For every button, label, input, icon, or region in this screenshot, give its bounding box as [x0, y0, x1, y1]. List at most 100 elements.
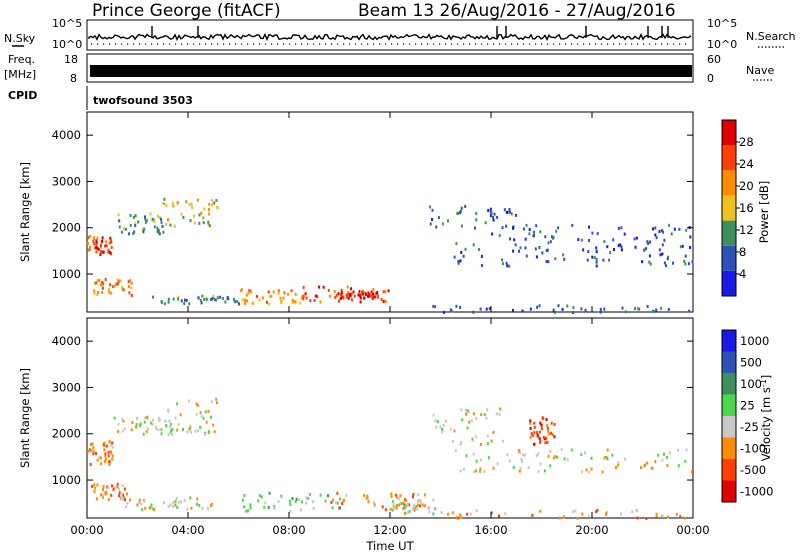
velocity-cell: [336, 491, 339, 495]
velocity-cell: [661, 514, 664, 518]
power-cell: [93, 236, 95, 240]
nsearch-dot: [367, 43, 369, 45]
velocity-cell: [570, 448, 573, 452]
nsearch-dot: [469, 43, 471, 45]
velocity-cell: [108, 440, 111, 444]
power-cell: [432, 304, 435, 308]
velocity-cell: [679, 515, 682, 519]
velocity-cell: [445, 419, 447, 423]
velocity-cell: [92, 446, 95, 450]
power-cell: [132, 215, 135, 219]
velocity-cell: [553, 423, 556, 426]
power-cell: [119, 279, 122, 283]
velocity-cell: [581, 470, 584, 474]
velocity-cell: [522, 453, 524, 457]
power-cell: [250, 290, 253, 294]
power-cell: [655, 308, 658, 312]
velocity-cell: [160, 428, 163, 432]
power-cell: [340, 293, 342, 297]
velocity-cell: [202, 416, 205, 420]
power-cell: [144, 220, 147, 224]
power-cell: [349, 294, 352, 298]
power-cell: [236, 300, 239, 304]
nsearch-dot: [433, 43, 435, 45]
power-cell: [459, 259, 462, 263]
velocity-cell: [479, 458, 482, 462]
velocity-cell: [196, 497, 199, 501]
power-cell: [382, 290, 385, 294]
velocity-cell: [110, 443, 113, 447]
power-cell: [167, 297, 170, 301]
power-cell: [182, 215, 185, 219]
velocity-cell: [188, 399, 191, 403]
velocity-cell: [104, 454, 107, 458]
power-cell: [595, 260, 598, 264]
velocity-cell: [195, 412, 198, 416]
power-cell: [525, 223, 528, 227]
velocity-cell: [540, 423, 543, 427]
velocity-cell: [485, 416, 488, 420]
nsearch-dot: [361, 43, 363, 45]
power-cell: [557, 304, 560, 308]
velocity-cell: [461, 418, 464, 422]
velocity-cell: [158, 418, 161, 421]
power-cell: [153, 225, 156, 229]
power-cell: [634, 307, 636, 311]
velocity-cell: [668, 451, 671, 455]
velocity-cell: [169, 430, 172, 434]
velocity-cell: [122, 497, 124, 501]
nsearch-dot: [355, 43, 357, 45]
velocity-cell: [249, 503, 252, 507]
power-cell: [660, 229, 663, 232]
velocity-cell: [135, 423, 138, 426]
power-cell: [216, 296, 219, 300]
velocity-cell: [143, 420, 146, 424]
nsearch-dot: [109, 43, 111, 45]
power-cell: [595, 246, 598, 250]
velocity-cell: [428, 510, 431, 514]
velocity-cell: [89, 449, 92, 453]
velocity-cell: [152, 418, 154, 422]
velocity-cell: [520, 457, 523, 461]
power-cell: [120, 230, 123, 234]
power-cell: [247, 291, 250, 295]
nsearch-dot: [625, 43, 627, 45]
power-cell: [437, 216, 440, 220]
velocity-cell: [196, 403, 199, 407]
power-x-ticks: [86, 112, 694, 312]
nsearch-dot: [193, 43, 195, 45]
power-cell: [340, 296, 342, 300]
power-cell: [98, 279, 101, 282]
power-cell: [92, 239, 95, 243]
velocity-cell: [415, 505, 418, 508]
power-cell: [172, 204, 175, 208]
power-cell: [183, 302, 186, 305]
nsearch-dot: [283, 43, 285, 45]
velocity-cell: [174, 500, 177, 503]
power-cell: [113, 285, 116, 288]
power-cell: [496, 215, 499, 219]
time-tick-label: 00:00: [70, 523, 103, 537]
velocity-cell: [395, 495, 398, 499]
velocity-cell: [327, 494, 329, 498]
power-cell: [202, 221, 205, 225]
power-cell: [528, 228, 531, 232]
power-cell: [375, 292, 378, 296]
power-cell: [617, 227, 620, 230]
velocity-cell: [397, 497, 400, 501]
velocity-cell: [498, 412, 501, 416]
power-cell: [87, 236, 89, 240]
power-cell: [685, 228, 688, 232]
power-cell: [97, 247, 100, 251]
velocity-cell: [107, 450, 110, 454]
power-cell: [359, 294, 362, 298]
velocity-cell: [200, 414, 203, 418]
velocity-cell: [201, 507, 204, 510]
velocity-cell: [96, 483, 99, 487]
power-cell: [290, 289, 293, 293]
velocity-cell: [651, 466, 654, 470]
velocity-cell: [294, 500, 297, 504]
power-cell: [184, 298, 186, 302]
velocity-cell: [312, 507, 315, 510]
power-cell: [117, 213, 120, 217]
